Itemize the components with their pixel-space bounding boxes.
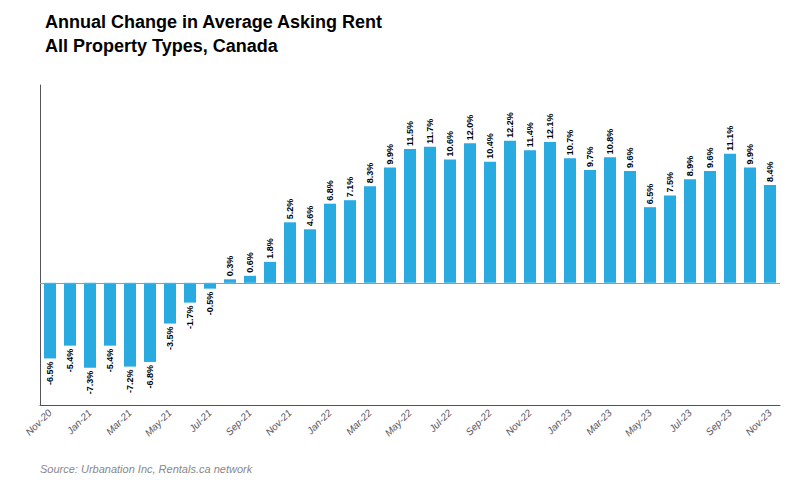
svg-text:4.6%: 4.6% (305, 206, 315, 227)
svg-text:Nov-22: Nov-22 (503, 407, 534, 438)
svg-text:-6.5%: -6.5% (45, 361, 55, 385)
svg-text:12.1%: 12.1% (545, 113, 555, 139)
svg-text:10.7%: 10.7% (565, 130, 575, 156)
svg-text:0.3%: 0.3% (225, 256, 235, 277)
svg-text:1.8%: 1.8% (265, 238, 275, 259)
svg-text:8.4%: 8.4% (765, 162, 775, 183)
svg-text:12.0%: 12.0% (465, 115, 475, 141)
svg-text:Jan-21: Jan-21 (64, 407, 94, 437)
svg-text:10.4%: 10.4% (485, 133, 495, 159)
svg-text:8.9%: 8.9% (685, 156, 695, 177)
svg-text:-6.8%: -6.8% (145, 365, 155, 389)
svg-text:Nov-21: Nov-21 (263, 407, 294, 438)
svg-text:9.6%: 9.6% (625, 148, 635, 169)
svg-text:-7.3%: -7.3% (85, 371, 95, 395)
svg-text:Jul-23: Jul-23 (666, 407, 694, 435)
svg-text:-7.2%: -7.2% (125, 370, 135, 394)
svg-text:-5.4%: -5.4% (65, 349, 75, 373)
svg-text:Nov-20: Nov-20 (23, 407, 54, 438)
svg-text:10.6%: 10.6% (445, 131, 455, 157)
svg-text:Jul-21: Jul-21 (186, 407, 214, 435)
svg-text:9.6%: 9.6% (705, 148, 715, 169)
svg-text:11.1%: 11.1% (725, 126, 735, 151)
svg-text:6.8%: 6.8% (325, 180, 335, 201)
svg-text:7.5%: 7.5% (665, 172, 675, 193)
svg-text:All Property Types, Canada: All Property Types, Canada (45, 36, 279, 56)
svg-text:6.5%: 6.5% (645, 184, 655, 205)
svg-text:Sep-23: Sep-23 (703, 407, 734, 438)
svg-text:11.5%: 11.5% (405, 121, 415, 146)
svg-text:Mar-23: Mar-23 (584, 407, 614, 437)
svg-text:Sep-21: Sep-21 (223, 407, 254, 438)
svg-text:Source: Urbanation Inc, Rental: Source: Urbanation Inc, Rentals.ca netwo… (40, 463, 253, 475)
svg-text:-3.5%: -3.5% (165, 327, 175, 351)
svg-text:May-21: May-21 (143, 407, 174, 438)
svg-text:Jul-22: Jul-22 (426, 407, 454, 435)
svg-text:11.4%: 11.4% (525, 122, 535, 147)
svg-text:0.6%: 0.6% (245, 252, 255, 273)
svg-text:9.9%: 9.9% (385, 144, 395, 165)
svg-text:Sep-22: Sep-22 (463, 407, 494, 438)
svg-text:May-22: May-22 (383, 407, 415, 439)
svg-text:Annual Change in Average Askin: Annual Change in Average Asking Rent (45, 12, 382, 32)
svg-text:-5.4%: -5.4% (105, 349, 115, 373)
svg-text:12.2%: 12.2% (505, 112, 515, 138)
svg-text:5.2%: 5.2% (285, 199, 295, 220)
svg-text:-0.5%: -0.5% (205, 292, 215, 316)
svg-text:May-23: May-23 (623, 407, 655, 439)
svg-text:9.9%: 9.9% (745, 144, 755, 165)
svg-text:8.3%: 8.3% (365, 163, 375, 184)
svg-text:Jan-23: Jan-23 (544, 407, 574, 437)
svg-text:Jan-22: Jan-22 (304, 407, 334, 437)
svg-text:Nov-23: Nov-23 (743, 407, 774, 438)
svg-text:Mar-22: Mar-22 (344, 407, 374, 437)
svg-text:9.7%: 9.7% (585, 146, 595, 167)
svg-text:Mar-21: Mar-21 (104, 407, 134, 437)
svg-text:7.1%: 7.1% (345, 177, 355, 198)
svg-text:-1.7%: -1.7% (185, 306, 195, 330)
svg-text:10.8%: 10.8% (605, 129, 615, 155)
svg-text:11.7%: 11.7% (425, 119, 435, 144)
